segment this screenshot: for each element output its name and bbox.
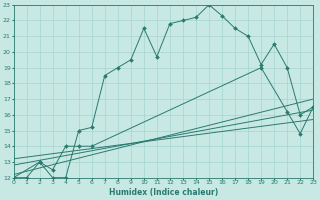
X-axis label: Humidex (Indice chaleur): Humidex (Indice chaleur) xyxy=(109,188,218,197)
